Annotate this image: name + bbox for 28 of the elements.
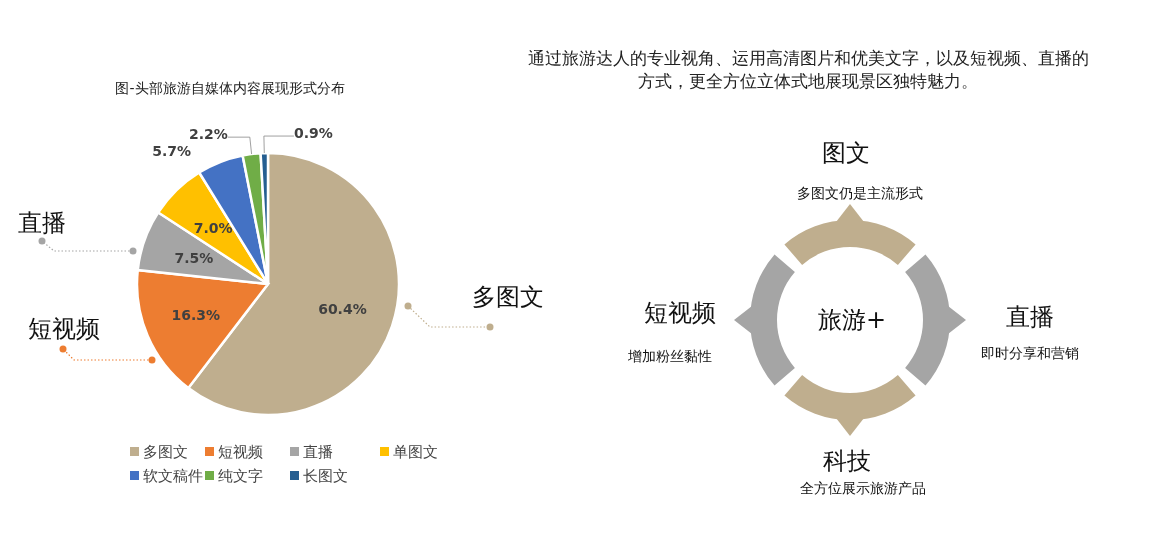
text: 直播 <box>1006 303 1054 331</box>
text: 短视频 <box>28 315 100 343</box>
text: 通过旅游达人的专业视角、运用高清图片和优美文字，以及短视频、直播的方式，更全方位立体式地展现景区独特魅力。 <box>527 48 1089 91</box>
text: 多图文 <box>472 283 544 311</box>
text: 直播 <box>18 209 66 237</box>
legend-label: 短视频 <box>218 443 263 462</box>
text: 全方位展示旅游产品 <box>800 480 926 496</box>
data-label: 16.3% <box>171 306 221 323</box>
text: 图文 <box>822 139 870 167</box>
data-label: 5.7% <box>152 142 192 159</box>
text: 旅游+ <box>817 306 887 334</box>
legend-label: 纯文字 <box>218 467 263 486</box>
text: 多图文仍是主流形式 <box>797 185 923 201</box>
data-label: 7.0% <box>193 219 233 236</box>
text: 短视频 <box>644 299 716 327</box>
legend-label: 软文稿件 <box>143 467 203 486</box>
legend-label: 单图文 <box>393 443 438 462</box>
legend-label: 多图文 <box>143 443 188 462</box>
data-label: 0.9% <box>293 124 333 141</box>
data-label: 2.2% <box>189 126 228 143</box>
text: 即时分享和营销 <box>981 345 1079 361</box>
legend-label: 长图文 <box>303 467 348 486</box>
text: 科技 <box>823 447 871 475</box>
text: 增加粉丝黏性 <box>627 348 712 364</box>
data-label: 60.4% <box>318 301 367 318</box>
chart-title: 图-头部旅游自媒体内容展现形式分布 <box>115 80 345 96</box>
legend-label: 直播 <box>303 443 333 462</box>
data-label: 7.5% <box>174 249 214 266</box>
